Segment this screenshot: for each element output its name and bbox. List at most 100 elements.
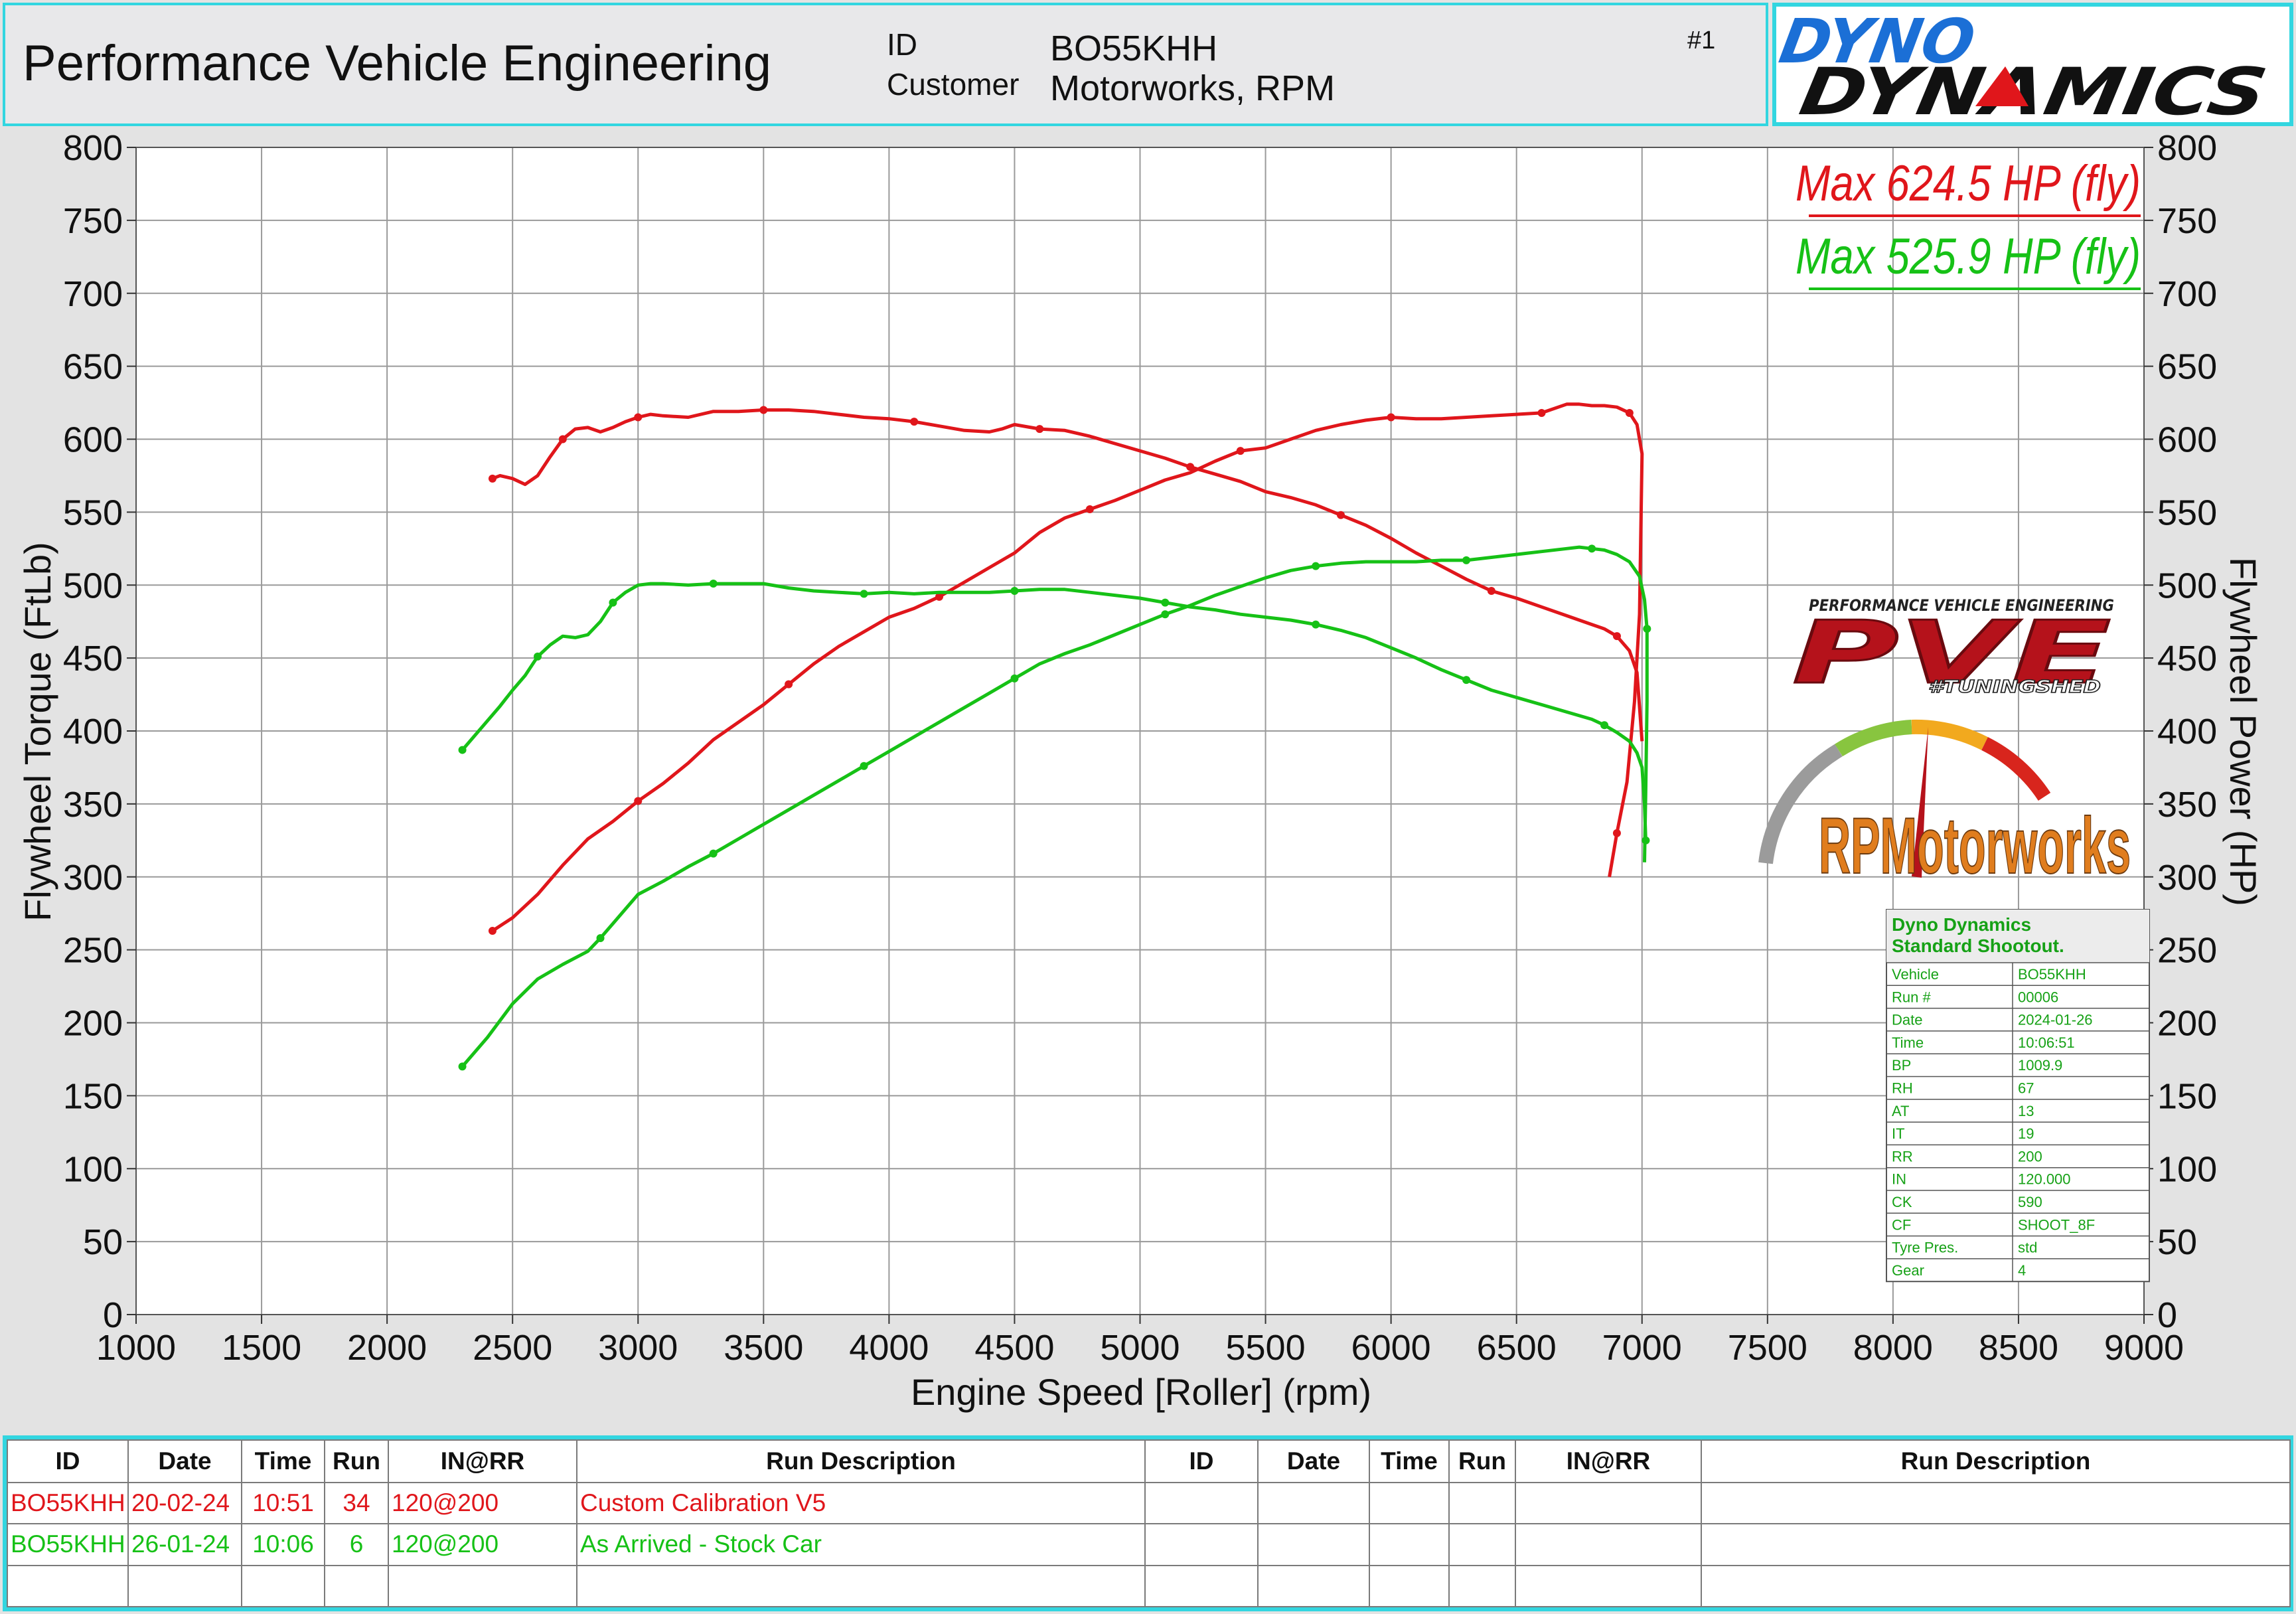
x-tick-label: 6000: [1351, 1328, 1431, 1368]
col-run-description-2[interactable]: Run Description: [1701, 1439, 2291, 1483]
shootout-value: 4: [2018, 1262, 2026, 1279]
y-tick-label-right: 650: [2157, 347, 2217, 387]
run-description: Custom Calibration V5: [576, 1481, 1146, 1525]
y-tick-label-left: 50: [83, 1222, 123, 1262]
page-number: #1: [1687, 27, 1716, 54]
id-value: BO55KHH: [1050, 29, 1218, 68]
data-point: [1010, 587, 1019, 596]
rpmotorworks-logo-text: RPMotorworks: [1819, 801, 2131, 890]
data-point: [1462, 676, 1471, 685]
data-point: [860, 762, 868, 770]
data-point: [759, 406, 768, 414]
data-point: [488, 474, 497, 483]
shootout-subtitle: Standard Shootout.: [1892, 935, 2064, 956]
series-line-run1-torque: [491, 408, 1644, 742]
x-tick-label: 4000: [849, 1328, 929, 1368]
shootout-key: Vehicle: [1892, 966, 1939, 983]
x-axis-label: Engine Speed [Roller] (rpm): [911, 1371, 1371, 1413]
table-row[interactable]: BO55KHH 20-02-24 10:51 34 120@200 Custom…: [7, 1481, 2291, 1525]
table-row[interactable]: [7, 1564, 2291, 1608]
customer-label: Customer: [887, 67, 1020, 102]
col-time[interactable]: Time: [241, 1439, 325, 1483]
col-inrr[interactable]: IN@RR: [388, 1439, 577, 1483]
gauge-arc-grey: [1758, 744, 1843, 864]
shootout-value: 120.000: [2018, 1171, 2071, 1188]
col-id[interactable]: ID: [7, 1439, 129, 1483]
shootout-value: 10:06:51: [2018, 1034, 2075, 1051]
report-title: Performance Vehicle Engineering: [23, 35, 772, 92]
table-row[interactable]: BO55KHH 26-01-24 10:06 6 120@200 As Arri…: [7, 1523, 2291, 1566]
x-tick-label: 2500: [473, 1328, 552, 1368]
y-tick-label-right: 600: [2157, 420, 2217, 460]
shootout-value: BO55KHH: [2018, 966, 2086, 983]
axis-ticks: 1000 1500 2000 2500 3000 3500 4000 4500 5000 5500…: [63, 128, 2217, 1368]
shootout-title-bg: [1886, 910, 2149, 963]
report-header: Performance Vehicle Engineering ID BO55K…: [3, 3, 1768, 126]
data-point: [1537, 408, 1546, 417]
y-tick-label-right: 750: [2157, 201, 2217, 241]
shootout-value: 2024-01-26: [2018, 1012, 2093, 1028]
y-axis-right-label: Flywheel Power (HP): [2222, 557, 2264, 906]
col-run-2[interactable]: Run: [1448, 1439, 1516, 1483]
x-tick-label: 2000: [347, 1328, 427, 1368]
col-time-2[interactable]: Time: [1369, 1439, 1450, 1483]
shootout-key: AT: [1892, 1103, 1909, 1119]
pve-logo-sub-text: #TUNINGSHED: [1928, 677, 2101, 697]
customer-value: Motorworks, RPM: [1050, 68, 1336, 108]
x-tick-label: 1000: [96, 1328, 176, 1368]
x-tick-label: 3000: [598, 1328, 678, 1368]
y-tick-label-right: 700: [2157, 274, 2217, 314]
y-tick-label-left: 300: [63, 858, 123, 898]
y-tick-label-right: 150: [2157, 1076, 2217, 1116]
brand-line2: DYNAMICS: [1794, 54, 2272, 122]
run-id: BO55KHH: [7, 1523, 129, 1566]
y-tick-label-right: 350: [2157, 785, 2217, 825]
shootout-value: 19: [2018, 1125, 2034, 1142]
data-point: [1010, 674, 1019, 683]
data-point: [1612, 829, 1621, 837]
grid: [135, 147, 2145, 1315]
data-point: [1643, 625, 1651, 633]
data-point: [1236, 447, 1245, 455]
y-tick-label-left: 550: [63, 493, 123, 532]
dyno-dynamics-logo: DYNO DYNAMICS: [1772, 3, 2293, 130]
series-line-run2-power: [461, 545, 1649, 1068]
data-point: [860, 590, 868, 598]
x-tick-label: 7000: [1602, 1328, 1682, 1368]
data-point: [458, 746, 467, 754]
x-tick-label: 5500: [1225, 1328, 1305, 1368]
y-tick-label-left: 500: [63, 566, 123, 605]
data-point: [935, 592, 943, 601]
data-point: [558, 435, 567, 444]
y-tick-label-left: 100: [63, 1149, 123, 1189]
col-run-description[interactable]: Run Description: [576, 1439, 1146, 1483]
y-tick-label-right: 100: [2157, 1149, 2217, 1189]
col-date-2[interactable]: Date: [1257, 1439, 1370, 1483]
shootout-title: Dyno Dynamics: [1892, 914, 2031, 935]
data-point: [709, 580, 718, 588]
shootout-key: CK: [1892, 1194, 1912, 1210]
y-tick-label-left: 700: [63, 274, 123, 314]
run-number: 6: [324, 1523, 389, 1566]
x-tick-label: 3500: [724, 1328, 803, 1368]
data-point: [458, 1062, 467, 1071]
shootout-key: Run #: [1892, 989, 1931, 1005]
col-date[interactable]: Date: [127, 1439, 242, 1483]
gauge-arc-green: [1835, 720, 1912, 757]
data-point: [534, 652, 542, 661]
data-point: [634, 797, 643, 805]
col-run[interactable]: Run: [324, 1439, 389, 1483]
data-point: [596, 934, 605, 943]
y-tick-label-left: 750: [63, 201, 123, 241]
max-hp-run1-annotation: Max 624.5 HP (fly): [1796, 155, 2141, 212]
data-point: [1312, 620, 1320, 629]
col-inrr-2[interactable]: IN@RR: [1515, 1439, 1702, 1483]
data-point: [488, 927, 497, 935]
data-point: [1387, 413, 1395, 422]
run-time: 10:51: [241, 1481, 325, 1525]
y-tick-label-left: 400: [63, 712, 123, 752]
y-tick-label-left: 0: [103, 1295, 123, 1335]
shootout-key: IT: [1892, 1125, 1905, 1142]
col-id-2[interactable]: ID: [1144, 1439, 1259, 1483]
